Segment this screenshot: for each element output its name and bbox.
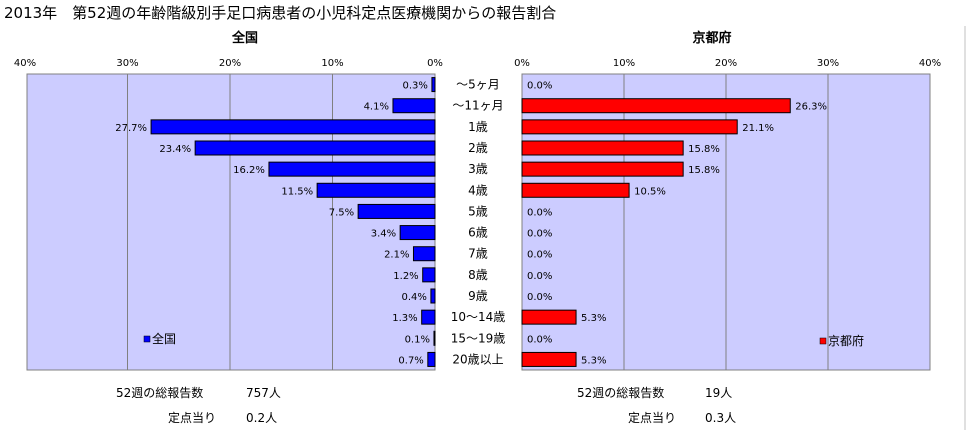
- right-bar: [521, 161, 684, 177]
- right-panel-title: 京都府: [692, 30, 731, 46]
- right-bar: [521, 98, 791, 114]
- left-data-label: 3.4%: [371, 229, 396, 240]
- right-per-label: 定点当り: [628, 411, 677, 425]
- right-bar: [521, 119, 738, 135]
- left-tick-label: 40%: [14, 58, 36, 69]
- right-data-label: 5.3%: [581, 355, 606, 366]
- right-data-label: 5.3%: [581, 313, 606, 324]
- category-label: ～11ヶ月: [452, 99, 503, 113]
- left-plot-area: [26, 73, 436, 371]
- right-data-label: 0.0%: [527, 292, 552, 303]
- right-data-label: 0.0%: [527, 81, 552, 92]
- left-legend-swatch: [143, 335, 151, 343]
- right-tick-label: 0%: [514, 58, 530, 69]
- left-tick-label: 10%: [321, 58, 343, 69]
- right-data-label: 0.0%: [527, 250, 552, 261]
- left-tick-label: 20%: [219, 58, 241, 69]
- right-data-label: 15.8%: [688, 144, 720, 155]
- left-bar: [422, 267, 436, 283]
- left-per-label: 定点当り: [168, 411, 217, 425]
- left-bar: [412, 246, 436, 262]
- left-tick-label: 0%: [427, 58, 443, 69]
- left-panel-title: 全国: [231, 30, 258, 46]
- right-data-label: 21.1%: [742, 123, 774, 134]
- right-data-label: 26.3%: [795, 102, 827, 113]
- left-tick-label: 30%: [116, 58, 138, 69]
- left-data-label: 1.3%: [392, 313, 417, 324]
- category-label: 9歳: [468, 289, 488, 303]
- left-bar: [392, 98, 436, 114]
- right-data-label: 15.8%: [688, 165, 720, 176]
- category-label: 4歳: [468, 183, 488, 197]
- right-total-value: 19人: [705, 386, 733, 400]
- page-title: 2013年 第52週の年齢階級別手足口病患者の小児科定点医療機関からの報告割合: [4, 4, 557, 22]
- category-label: 8歳: [468, 268, 488, 282]
- category-label: 2歳: [468, 141, 488, 155]
- left-bar: [316, 182, 436, 198]
- left-bar: [430, 288, 436, 304]
- left-data-label: 4.1%: [364, 102, 389, 113]
- left-data-label: 11.5%: [281, 186, 313, 197]
- right-data-label: 0.0%: [527, 271, 552, 282]
- left-data-label: 23.4%: [159, 144, 191, 155]
- right-tick-label: 10%: [613, 58, 635, 69]
- right-tick-label: 30%: [817, 58, 839, 69]
- left-bar: [150, 119, 436, 135]
- right-data-label: 10.5%: [634, 186, 666, 197]
- category-label: 10～14歳: [451, 310, 506, 324]
- left-data-label: 1.2%: [393, 271, 418, 282]
- left-bar: [357, 203, 436, 219]
- left-bar: [194, 140, 436, 156]
- left-bar: [433, 330, 436, 346]
- left-data-label: 16.2%: [233, 165, 265, 176]
- category-label: 20歳以上: [452, 352, 503, 366]
- category-label: 1歳: [468, 120, 488, 134]
- right-bar: [521, 309, 577, 325]
- left-data-label: 0.4%: [401, 292, 426, 303]
- right-bar: [521, 140, 684, 156]
- category-label: ～5ヶ月: [456, 78, 500, 92]
- right-tick-label: 40%: [919, 58, 941, 69]
- right-legend-swatch: [819, 337, 827, 345]
- category-label: 15～19歳: [451, 331, 506, 345]
- left-total-label: 52週の総報告数: [116, 386, 204, 400]
- left-bar: [431, 77, 436, 93]
- right-total-label: 52週の総報告数: [577, 386, 665, 400]
- category-label: 7歳: [468, 247, 488, 261]
- left-bar: [399, 225, 436, 241]
- right-data-label: 0.0%: [527, 334, 552, 345]
- left-bar: [268, 161, 436, 177]
- left-per-value: 0.2人: [246, 411, 278, 425]
- left-data-label: 0.7%: [398, 355, 423, 366]
- left-data-label: 2.1%: [384, 250, 409, 261]
- left-data-label: 27.7%: [115, 123, 147, 134]
- category-label: 5歳: [468, 204, 488, 218]
- category-label: 3歳: [468, 162, 488, 176]
- right-bar: [521, 351, 577, 367]
- left-legend-label: 全国: [152, 331, 176, 346]
- right-per-value: 0.3人: [705, 411, 737, 425]
- right-bar: [521, 182, 630, 198]
- category-label: 6歳: [468, 226, 488, 240]
- left-total-value: 757人: [246, 386, 281, 400]
- left-bar: [421, 309, 436, 325]
- left-bar: [427, 351, 436, 367]
- right-tick-label: 20%: [715, 58, 737, 69]
- left-data-label: 7.5%: [329, 207, 354, 218]
- left-data-label: 0.1%: [405, 334, 430, 345]
- right-data-label: 0.0%: [527, 207, 552, 218]
- right-data-label: 0.0%: [527, 229, 552, 240]
- right-legend-label: 京都府: [828, 333, 864, 348]
- left-data-label: 0.3%: [403, 81, 428, 92]
